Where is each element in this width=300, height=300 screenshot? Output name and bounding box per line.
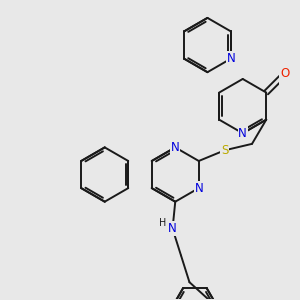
- Text: N: N: [226, 52, 235, 65]
- Text: O: O: [280, 68, 289, 80]
- Text: H: H: [159, 218, 166, 228]
- Text: N: N: [238, 127, 247, 140]
- Text: N: N: [171, 141, 180, 154]
- Text: N: N: [194, 182, 203, 195]
- Text: N: N: [168, 222, 177, 235]
- Text: S: S: [221, 144, 228, 157]
